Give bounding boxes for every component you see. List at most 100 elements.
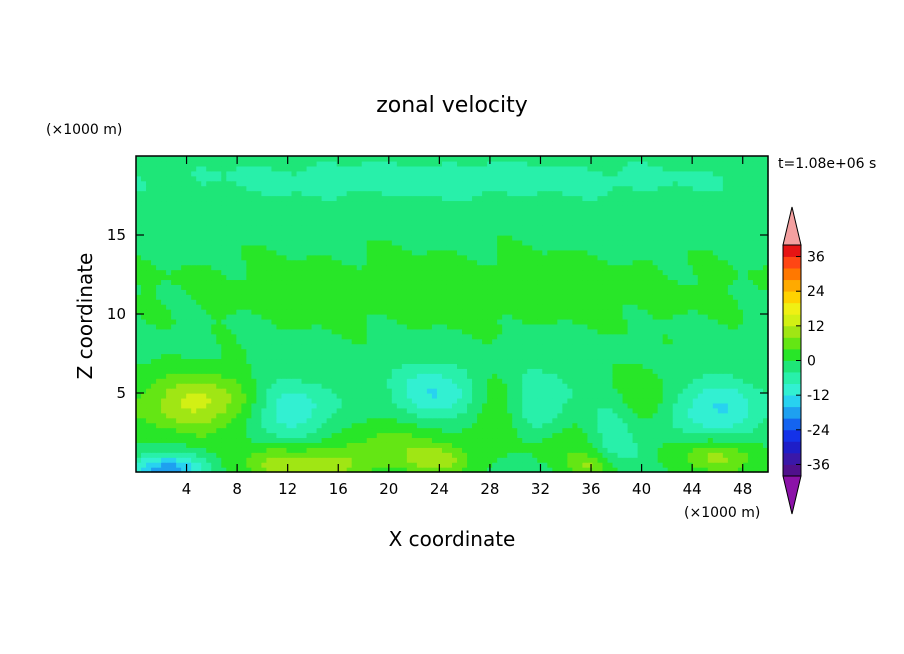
field-cell: [657, 457, 664, 463]
field-cell: [702, 462, 709, 468]
field-cell: [186, 348, 192, 355]
field-cell: [702, 393, 709, 399]
field-cell: [146, 279, 152, 285]
field-cell: [727, 284, 734, 290]
field-cell: [612, 462, 619, 468]
field-cell: [201, 363, 207, 369]
field-cell: [216, 294, 222, 300]
field-cell: [186, 289, 192, 295]
field-cell: [211, 309, 217, 315]
field-cell: [457, 442, 463, 448]
field-cell: [281, 442, 288, 448]
field-cell: [687, 452, 694, 458]
field-cell: [196, 397, 202, 404]
field-cell: [316, 378, 323, 384]
field-cell: [742, 467, 749, 473]
field-cell: [512, 284, 518, 290]
field-cell: [146, 383, 152, 389]
field-cell: [587, 318, 594, 325]
field-cell: [692, 299, 699, 305]
field-cell: [376, 462, 383, 468]
field-cell: [732, 422, 739, 429]
field-cell: [251, 437, 257, 443]
field-cell: [662, 393, 669, 399]
field-cell: [326, 373, 333, 379]
field-cell: [251, 467, 257, 473]
field-cell: [497, 299, 503, 305]
field-cell: [612, 383, 619, 389]
field-cell: [612, 467, 619, 473]
field-cell: [371, 452, 378, 458]
field-cell: [527, 457, 533, 463]
field-cell: [607, 402, 614, 409]
field-cell: [597, 368, 604, 374]
field-cell: [722, 402, 729, 409]
field-cell: [351, 437, 358, 443]
field-cell: [612, 412, 619, 419]
field-cell: [492, 393, 498, 399]
field-cell: [231, 467, 237, 473]
field-cell: [331, 388, 338, 394]
field-cell: [231, 368, 237, 374]
field-cell: [627, 348, 634, 355]
field-cell: [446, 323, 453, 330]
field-cell: [567, 427, 573, 434]
field-cell: [446, 289, 453, 295]
field-cell: [406, 289, 413, 295]
field-cell: [752, 279, 759, 285]
field-cell: [477, 383, 483, 389]
field-cell: [226, 462, 232, 468]
field-cell: [697, 397, 704, 404]
field-cell: [381, 309, 388, 315]
field-cell: [401, 457, 408, 463]
field-cell: [231, 397, 237, 404]
field-cell: [321, 289, 328, 295]
field-cell: [477, 467, 483, 473]
field-cell: [356, 318, 363, 325]
field-cell: [562, 284, 568, 290]
field-cell: [321, 328, 328, 335]
field-cell: [577, 397, 584, 404]
field-cell: [662, 388, 669, 394]
field-cell: [426, 417, 433, 424]
field-cell: [512, 358, 518, 364]
field-cell: [607, 457, 614, 463]
field-cell: [552, 457, 558, 463]
field-cell: [436, 284, 443, 290]
field-cell: [341, 427, 348, 434]
field-cell: [632, 284, 639, 290]
field-cell: [672, 328, 679, 335]
field-cell: [507, 328, 513, 335]
field-cell: [171, 422, 177, 429]
field-cell: [326, 299, 333, 305]
field-cell: [401, 318, 408, 325]
field-cell: [722, 368, 729, 374]
field-cell: [216, 407, 222, 414]
field-cell: [336, 314, 343, 320]
field-cell: [151, 442, 157, 448]
field-cell: [702, 422, 709, 429]
field-cell: [196, 279, 202, 285]
field-cell: [677, 368, 684, 374]
field-cell: [582, 407, 589, 414]
field-cell: [587, 309, 594, 315]
field-cell: [557, 397, 563, 404]
field-cell: [572, 348, 578, 355]
field-cell: [482, 378, 488, 384]
field-cell: [171, 383, 177, 389]
field-cell: [231, 328, 237, 335]
field-cell: [717, 427, 724, 434]
field-cell: [512, 378, 518, 384]
field-cell: [522, 452, 528, 458]
field-cell: [617, 368, 624, 374]
field-cell: [266, 343, 273, 350]
field-cell: [241, 437, 247, 443]
field-cell: [587, 427, 594, 434]
field-cell: [557, 289, 563, 295]
field-cell: [522, 422, 528, 429]
field-cell: [637, 422, 644, 429]
field-cell: [667, 388, 674, 394]
field-cell: [316, 284, 323, 290]
field-cell: [326, 457, 333, 463]
field-cell: [201, 304, 207, 310]
